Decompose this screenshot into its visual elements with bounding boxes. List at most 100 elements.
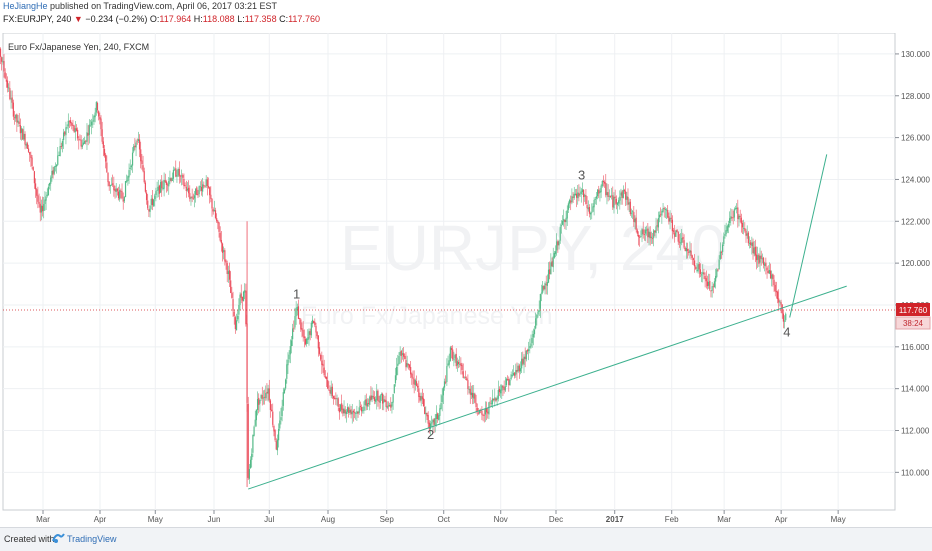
candle-body — [764, 263, 766, 266]
candle-body — [760, 255, 762, 259]
candle-body — [193, 195, 196, 199]
candle-body — [239, 294, 241, 305]
candle-body — [605, 183, 607, 196]
candle-body — [303, 336, 305, 339]
candle-body — [461, 364, 463, 371]
tradingview-link[interactable]: TradingView — [67, 534, 117, 544]
candle-body — [468, 389, 470, 390]
candle-body — [129, 167, 131, 169]
candle-body — [334, 397, 336, 400]
candle-body — [401, 353, 404, 355]
drawings[interactable]: 1 2 3 4 — [3, 154, 895, 490]
candle-body — [205, 179, 207, 187]
candle-body — [261, 395, 263, 399]
candle-body — [438, 415, 440, 420]
candle-body — [343, 408, 345, 414]
candle-body — [203, 185, 205, 187]
candle-body — [551, 261, 553, 267]
candle-body — [199, 186, 201, 188]
wave-label-3[interactable]: 3 — [578, 167, 585, 182]
candle-body — [219, 232, 221, 241]
candle-body — [767, 270, 769, 274]
candle-body — [16, 114, 18, 123]
candle-body — [217, 220, 219, 224]
candle-body — [635, 217, 637, 230]
price-chart[interactable]: EURJPY, 240 Euro Fx/Japanese Yen 1 2 3 4 11… — [0, 32, 932, 525]
candle-body — [766, 267, 768, 271]
candle-body — [780, 302, 782, 305]
candle-body — [186, 188, 189, 191]
candle-body — [128, 170, 130, 178]
projection-line[interactable] — [789, 154, 828, 318]
candle-body — [396, 366, 398, 376]
candle-body — [122, 199, 124, 202]
candle-body — [320, 354, 322, 360]
candle-body — [99, 116, 101, 120]
candle-body — [9, 88, 11, 99]
candle-body — [722, 244, 724, 252]
candle-body — [176, 175, 178, 177]
candle-body — [248, 469, 250, 479]
candle-body — [738, 215, 740, 220]
candle-body — [572, 196, 574, 198]
candle-body — [578, 192, 580, 197]
candle-body — [389, 404, 391, 407]
candle-body — [57, 155, 59, 165]
candle-body — [452, 349, 454, 360]
candle-body — [609, 195, 612, 197]
candle-body — [95, 101, 97, 113]
candle-body — [442, 387, 444, 396]
candle-body — [421, 396, 423, 400]
wave-label-4[interactable]: 4 — [783, 324, 790, 339]
candle-body — [170, 178, 172, 181]
candle-body — [726, 226, 728, 232]
candle-body — [412, 377, 414, 379]
candle-body — [58, 155, 60, 156]
candle-body — [52, 170, 54, 175]
candle-body — [53, 166, 55, 174]
candle-body — [483, 414, 485, 416]
candle-body — [367, 403, 370, 404]
candle-body — [46, 194, 48, 196]
candle-body — [690, 250, 692, 256]
candle-body — [765, 262, 767, 267]
support-trendline[interactable] — [248, 285, 847, 490]
chart-area[interactable]: EURJPY, 240 Euro Fx/Japanese Yen 1 2 3 4 11… — [0, 32, 932, 525]
candle-body — [283, 389, 286, 394]
candle-body — [459, 364, 461, 365]
candle-body — [630, 212, 633, 214]
candle-body — [8, 87, 10, 89]
candle-body — [376, 390, 378, 401]
candle-body — [740, 217, 742, 224]
candle-body — [44, 199, 46, 205]
candle-body — [89, 125, 92, 127]
candle-body — [380, 394, 383, 396]
candle-body — [612, 195, 614, 208]
candle-body — [200, 186, 203, 191]
candle-body — [775, 291, 777, 293]
candle-body — [70, 120, 72, 124]
wave-label-2[interactable]: 2 — [427, 427, 434, 442]
candle-body — [450, 348, 453, 350]
candle-body — [110, 184, 113, 186]
candle-body — [279, 420, 281, 429]
candle-body — [398, 356, 400, 365]
candle-body — [779, 301, 781, 303]
candle-body — [406, 363, 408, 367]
candle-body — [608, 195, 610, 197]
candle-body — [759, 255, 761, 263]
wave-label-1[interactable]: 1 — [293, 287, 300, 302]
author-link[interactable]: HeJiangHe — [3, 1, 48, 11]
candle-body — [124, 181, 127, 198]
last-price-tag[interactable] — [896, 302, 930, 316]
candle-body — [580, 191, 582, 195]
candle-body — [524, 356, 526, 360]
symbol-label: FX:EURJPY, 240 — [3, 14, 72, 24]
price-axis[interactable]: 110.000112.000114.000116.000118.000120.0… — [895, 50, 931, 477]
time-axis[interactable]: Mar Apr May Jun Jul Aug Sep Oct Nov Dec 2017 Feb Mar… — [36, 510, 846, 524]
candle-body — [669, 218, 671, 222]
candle-body — [138, 139, 141, 150]
candle-body — [500, 389, 502, 394]
candle-body — [114, 189, 116, 192]
candle-body — [304, 338, 307, 345]
